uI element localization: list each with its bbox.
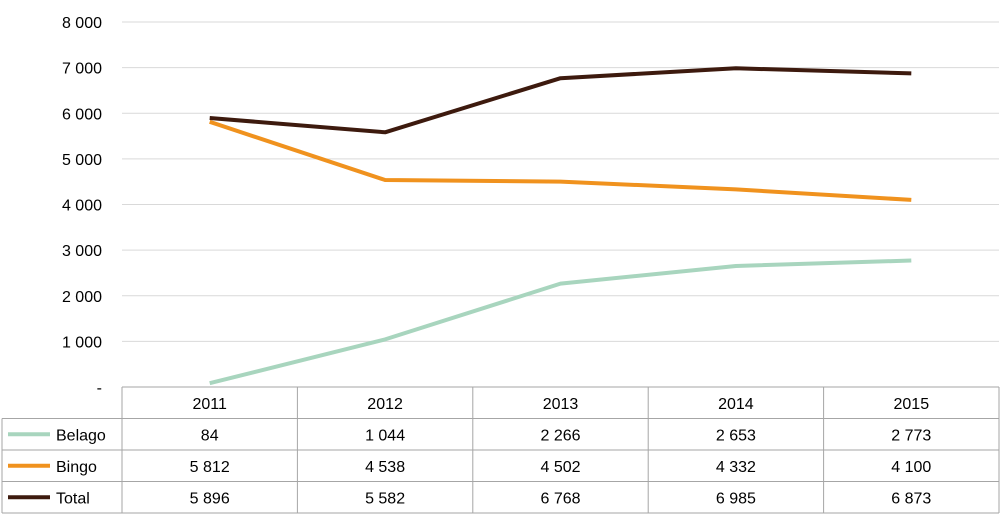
y-tick-label: 1 000	[62, 334, 102, 351]
x-category-label: 2012	[367, 396, 403, 413]
table-cell-value: 4 538	[365, 459, 405, 476]
y-tick-label: 6 000	[62, 106, 102, 123]
table-cell-value: 4 502	[540, 459, 580, 476]
table-cell-value: 4 100	[891, 459, 931, 476]
y-tick-label: 3 000	[62, 243, 102, 260]
x-category-label: 2015	[894, 396, 930, 413]
table-cell-value: 5 812	[190, 459, 230, 476]
table-cell-value: 5 582	[365, 490, 405, 507]
y-tick-label: 5 000	[62, 152, 102, 169]
x-category-label: 2014	[718, 396, 754, 413]
data-table: 2011 2012 2013 2014 2015 Belago 84 1 044 2 266 2 …	[1, 386, 1000, 514]
table-cell-value: 6 985	[716, 490, 756, 507]
table-cell-value: 2 653	[716, 427, 756, 444]
table-cell-value: 2 266	[540, 427, 580, 444]
x-category-label: 2013	[543, 396, 579, 413]
table-cell-value: 2 773	[891, 427, 931, 444]
y-tick-label: 7 000	[62, 61, 102, 78]
series-name: Total	[56, 490, 90, 507]
y-tick-label: 2 000	[62, 289, 102, 306]
table-cell-value: 5 896	[190, 490, 230, 507]
series-line-total	[209, 66, 912, 135]
table-cell-value: 84	[201, 427, 219, 444]
x-category-label: 2011	[192, 396, 227, 413]
series-line-bingo	[209, 119, 912, 202]
series-lines	[209, 66, 912, 386]
table-cell-value: 6 768	[540, 490, 580, 507]
table-cell-value: 1 044	[365, 427, 405, 444]
table-cell-value: 4 332	[716, 459, 756, 476]
series-line-belago	[209, 258, 912, 386]
y-tick-label: 4 000	[62, 198, 102, 215]
y-tick-label: 8 000	[62, 15, 102, 32]
table-cell-value: 6 873	[891, 490, 931, 507]
series-name: Bingo	[56, 459, 97, 476]
y-tick-label: -	[97, 380, 102, 397]
gridlines	[122, 21, 999, 342]
series-name: Belago	[56, 427, 106, 444]
y-axis: - 1 000 2 000 3 000 4 000 5 000 6 000 7 000 8 00…	[62, 15, 102, 397]
